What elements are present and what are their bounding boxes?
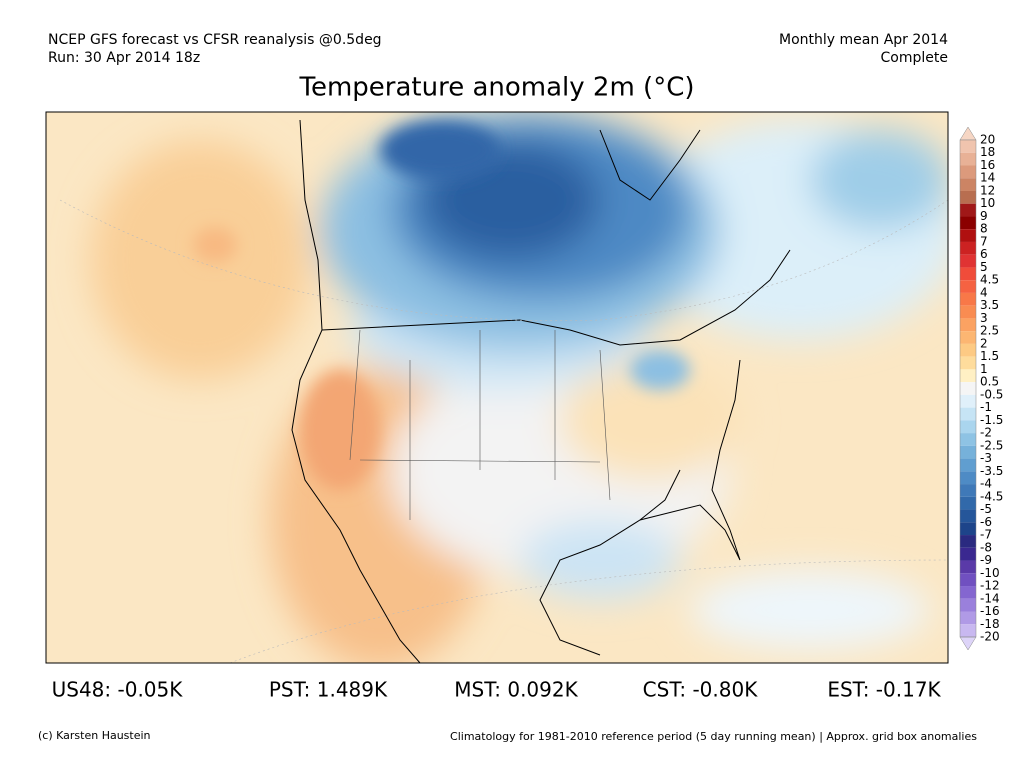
map-title: Temperature anomaly 2m (°C)	[299, 73, 695, 103]
colorbar-segment	[960, 331, 976, 344]
colorbar-label: -4	[980, 477, 992, 491]
stat-text: EST: -0.17K	[827, 678, 941, 702]
colorbar-triangle	[959, 636, 977, 651]
colorbar-label: 0.5	[980, 375, 999, 389]
colorbar-segment	[960, 254, 976, 268]
colorbar-label: -16	[980, 604, 1000, 618]
colorbar-frame	[959, 139, 977, 638]
colorbar-segment	[960, 573, 976, 587]
footer-text: (c) Karsten Haustein	[38, 729, 151, 742]
colorbar-label: -9	[980, 553, 992, 567]
colorbar-label: -2	[980, 426, 992, 440]
colorbar-label: 16	[980, 158, 995, 172]
colorbar-segment	[960, 152, 976, 166]
colorbar-label: -18	[980, 617, 1000, 631]
colorbar-segment	[960, 484, 976, 497]
colorbar-label: -12	[980, 579, 1000, 593]
header-text: Complete	[881, 50, 948, 66]
colorbar-label: -5	[980, 502, 992, 516]
colorbar-segment	[960, 229, 976, 242]
colorbar-segment	[960, 140, 976, 153]
colorbar-label: -2.5	[980, 438, 1003, 452]
colorbar-segment	[960, 190, 976, 204]
stat-text: US48: -0.05K	[52, 678, 184, 702]
colorbar-label: 7	[980, 234, 988, 248]
colorbar-label: -7	[980, 528, 992, 542]
colorbar-segment	[960, 241, 976, 255]
colorbar-segment	[960, 586, 976, 599]
stat-text: PST: 1.489K	[269, 678, 388, 702]
colorbar-segment	[960, 356, 976, 370]
colorbar: 201816141210987654.543.532.521.510.5-0.5…	[959, 126, 1003, 651]
colorbar-segment	[960, 165, 976, 179]
stat-text: MST: 0.092K	[454, 678, 578, 702]
colorbar-label: 4	[980, 285, 988, 299]
header-text: Run: 30 Apr 2014 18z	[48, 50, 200, 66]
colorbar-label: 6	[980, 247, 988, 261]
colorbar-segment	[960, 420, 976, 434]
colorbar-segment	[960, 458, 976, 472]
colorbar-label: 3	[980, 311, 988, 325]
colorbar-segment	[960, 203, 976, 217]
colorbar-label: 3.5	[980, 298, 999, 312]
colorbar-segment	[960, 560, 976, 574]
colorbar-segment	[960, 343, 976, 357]
colorbar-label: -0.5	[980, 387, 1003, 401]
colorbar-label: -20	[980, 630, 1000, 644]
map-frame	[45, 111, 949, 664]
colorbar-segment	[960, 369, 976, 383]
stat-text: CST: -0.80K	[643, 678, 759, 702]
colorbar-label: 2	[980, 336, 988, 350]
colorbar-label: 20	[980, 133, 995, 147]
colorbar-segment	[960, 471, 976, 485]
colorbar-label: -1.5	[980, 413, 1003, 427]
map	[46, 112, 948, 663]
colorbar-label: 12	[980, 183, 995, 197]
colorbar-label: 1	[980, 362, 988, 376]
colorbar-label: -3	[980, 451, 992, 465]
colorbar-segment	[960, 509, 976, 523]
colorbar-label: 9	[980, 209, 988, 223]
colorbar-label: 18	[980, 145, 995, 159]
colorbar-label: 1.5	[980, 349, 999, 363]
colorbar-segment	[960, 611, 976, 625]
stats: US48: -0.05K PST: 1.489K MST: 0.092K CST: -…	[52, 678, 942, 702]
colorbar-segment	[960, 292, 976, 306]
colorbar-segment	[960, 267, 976, 281]
colorbar-segment	[960, 496, 976, 510]
colorbar-label: -14	[980, 591, 1000, 605]
colorbar-segment	[960, 547, 976, 561]
colorbar-segment	[960, 433, 976, 446]
colorbar-segment	[960, 382, 976, 395]
colorbar-label: -8	[980, 540, 992, 554]
footer-text: Climatology for 1981-2010 reference peri…	[450, 730, 977, 743]
colorbar-segment	[960, 624, 976, 637]
colorbar-label: 4.5	[980, 273, 999, 287]
colorbar-label: -6	[980, 515, 992, 529]
colorbar-segment	[960, 280, 976, 293]
colorbar-segment	[960, 598, 976, 612]
colorbar-label: -10	[980, 566, 1000, 580]
colorbar-segment	[960, 445, 976, 459]
colorbar-segment	[960, 535, 976, 548]
colorbar-segment	[960, 305, 976, 319]
colorbar-label: 14	[980, 171, 995, 185]
colorbar-segment	[960, 522, 976, 536]
colorbar-label: 10	[980, 196, 995, 210]
colorbar-label: -4.5	[980, 489, 1003, 503]
colorbar-label: -1	[980, 400, 992, 414]
colorbar-label: 5	[980, 260, 988, 274]
colorbar-triangle	[959, 126, 977, 141]
colorbar-segment	[960, 216, 976, 230]
colorbar-segment	[960, 394, 976, 408]
colorbar-segment	[960, 178, 976, 191]
colorbar-label: 2.5	[980, 324, 999, 338]
header-text: NCEP GFS forecast vs CFSR reanalysis @0.…	[48, 32, 382, 48]
colorbar-segment	[960, 318, 976, 332]
colorbar-label: 8	[980, 222, 988, 236]
colorbar-label: -3.5	[980, 464, 1003, 478]
header-text: Monthly mean Apr 2014	[779, 32, 948, 48]
colorbar-segment	[960, 407, 976, 421]
